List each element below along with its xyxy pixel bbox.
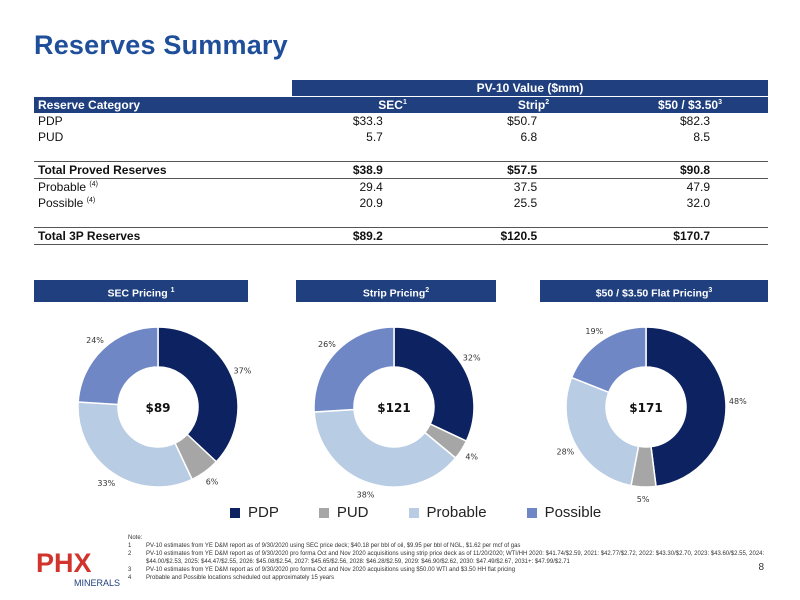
legend-item-probable: Probable	[408, 504, 487, 521]
pie-slice-probable	[77, 401, 194, 488]
strip-pie-chart: 32% 4% 38% 26% $121	[304, 312, 484, 502]
pie-pct-label: 48%	[729, 397, 747, 406]
page-title: Reserves Summary	[34, 30, 288, 60]
legend-item-pdp: PDP	[230, 504, 279, 521]
table-row: Possible (4) 20.9 25.5 32.0	[38, 196, 710, 210]
logo-text: PHX	[36, 548, 92, 578]
pie-pct-label: 24%	[86, 336, 104, 345]
pie-pct-label: 19%	[585, 327, 603, 336]
footnotes: Note: 1 PV-10 estimates from YE D&M repor…	[128, 534, 768, 582]
footnote-item: 2 PV-10 estimates from YE D&M report as o…	[128, 551, 765, 565]
pie-slice-pdp	[157, 326, 239, 463]
pie-slice-possible	[77, 326, 159, 406]
phx-minerals-logo: PHX MINERALS	[36, 548, 120, 588]
pie-slice-possible	[313, 326, 395, 413]
col-header-flat: $50 / $3.503	[585, 96, 768, 113]
flat-pie-chart: 48% 5% 28% 19% $171	[556, 312, 747, 504]
footnote-item: 3 PV-10 estimates from YE D&M report as o…	[128, 567, 516, 573]
reserves-table: PV-10 Value ($mm) Reserve Category SEC1 …	[34, 80, 768, 245]
pie-center-label: $89	[145, 401, 170, 415]
page-number: 8	[758, 562, 764, 573]
chart-legend: PDP PUD Probable Possible	[230, 504, 601, 521]
pie-slice-probable	[565, 376, 640, 487]
sec-pricing-band: SEC Pricing 1	[34, 280, 248, 302]
pie-pct-label: 5%	[637, 495, 650, 504]
col-header-sec: SEC1	[292, 96, 443, 113]
pie-pct-label: 4%	[465, 452, 478, 461]
footnote-item: 1 PV-10 estimates from YE D&M report as o…	[128, 543, 521, 549]
pie-slice-pdp	[645, 326, 727, 488]
pie-slice-possible	[570, 326, 647, 394]
strip-pricing-band: Strip Pricing2	[296, 280, 496, 302]
table-row-total-proved: Total Proved Reserves $38.9 $57.5 $90.8	[34, 161, 768, 179]
table-header-row: Reserve Category SEC1 Strip2 $50 / $3.50…	[34, 96, 768, 113]
table-row: PUD 5.7 6.8 8.5	[38, 130, 710, 144]
legend-item-possible: Possible	[526, 504, 601, 521]
pie-pct-label: 32%	[463, 354, 481, 363]
col-header-category: Reserve Category	[34, 96, 292, 113]
pv10-group-header: PV-10 Value ($mm)	[292, 80, 768, 97]
footnote-item: 4 Probable and Possible locations schedul…	[128, 575, 335, 581]
pie-pct-label: 33%	[97, 479, 115, 488]
pie-pct-label: 38%	[357, 490, 375, 499]
table-row: PDP $33.3 $50.7 $82.3	[38, 114, 710, 128]
pie-slice-pdp	[393, 326, 475, 443]
table-row-total-3p: Total 3P Reserves $89.2 $120.5 $170.7	[34, 227, 768, 245]
pie-center-label: $171	[629, 401, 662, 415]
flat-pricing-band: $50 / $3.50 Flat Pricing3	[540, 280, 768, 302]
table-row: Probable (4) 29.4 37.5 47.9	[38, 180, 710, 194]
pie-pct-label: 28%	[556, 447, 574, 456]
pie-center-label: $121	[377, 401, 410, 415]
sec-pie-chart: 37% 6% 33% 24% $89	[68, 312, 252, 502]
pie-pct-label: 26%	[318, 340, 336, 349]
pie-pct-label: 37%	[234, 366, 252, 375]
pie-slice-probable	[313, 408, 457, 488]
table-group-header-row: PV-10 Value ($mm)	[34, 80, 768, 97]
notes-heading: Note:	[128, 535, 143, 541]
pie-pct-label: 6%	[206, 477, 219, 486]
col-header-strip: Strip2	[442, 96, 586, 113]
logo-subtext: MINERALS	[74, 578, 120, 588]
legend-item-pud: PUD	[318, 504, 369, 521]
